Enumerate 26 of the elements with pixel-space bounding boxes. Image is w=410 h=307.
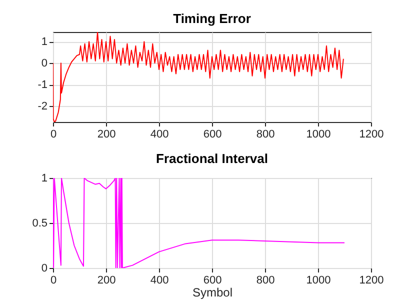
chart-title: Fractional Interval [156, 151, 268, 166]
x-tick-label: 0 [50, 128, 57, 140]
x-tick-label: 200 [97, 274, 116, 286]
y-tick-label: 0 [41, 58, 48, 70]
line-series [53, 32, 344, 122]
x-tick-label: 0 [50, 274, 57, 286]
x-tick-label: 1200 [359, 128, 384, 140]
x-tick-label: 400 [150, 128, 169, 140]
x-tick-label: 600 [203, 274, 222, 286]
y-tick-label: 1 [41, 172, 48, 184]
x-tick-label: 600 [203, 128, 222, 140]
y-tick-label: 0.5 [32, 218, 48, 230]
x-tick-label: 800 [256, 274, 275, 286]
x-tick-label: 1200 [359, 274, 384, 286]
y-tick-label: 1 [41, 36, 48, 48]
line-series [53, 178, 345, 268]
x-tick-label: 200 [97, 128, 116, 140]
x-axis-title: Symbol [192, 286, 233, 300]
x-tick-label: 1000 [306, 274, 331, 286]
x-tick-label: 800 [256, 128, 275, 140]
y-tick-label: -2 [38, 100, 48, 112]
chart-title: Timing Error [173, 11, 251, 26]
y-tick-label: -1 [38, 79, 48, 91]
x-tick-label: 400 [150, 274, 169, 286]
x-tick-label: 1000 [306, 128, 331, 140]
y-tick-label: 0 [41, 262, 48, 274]
